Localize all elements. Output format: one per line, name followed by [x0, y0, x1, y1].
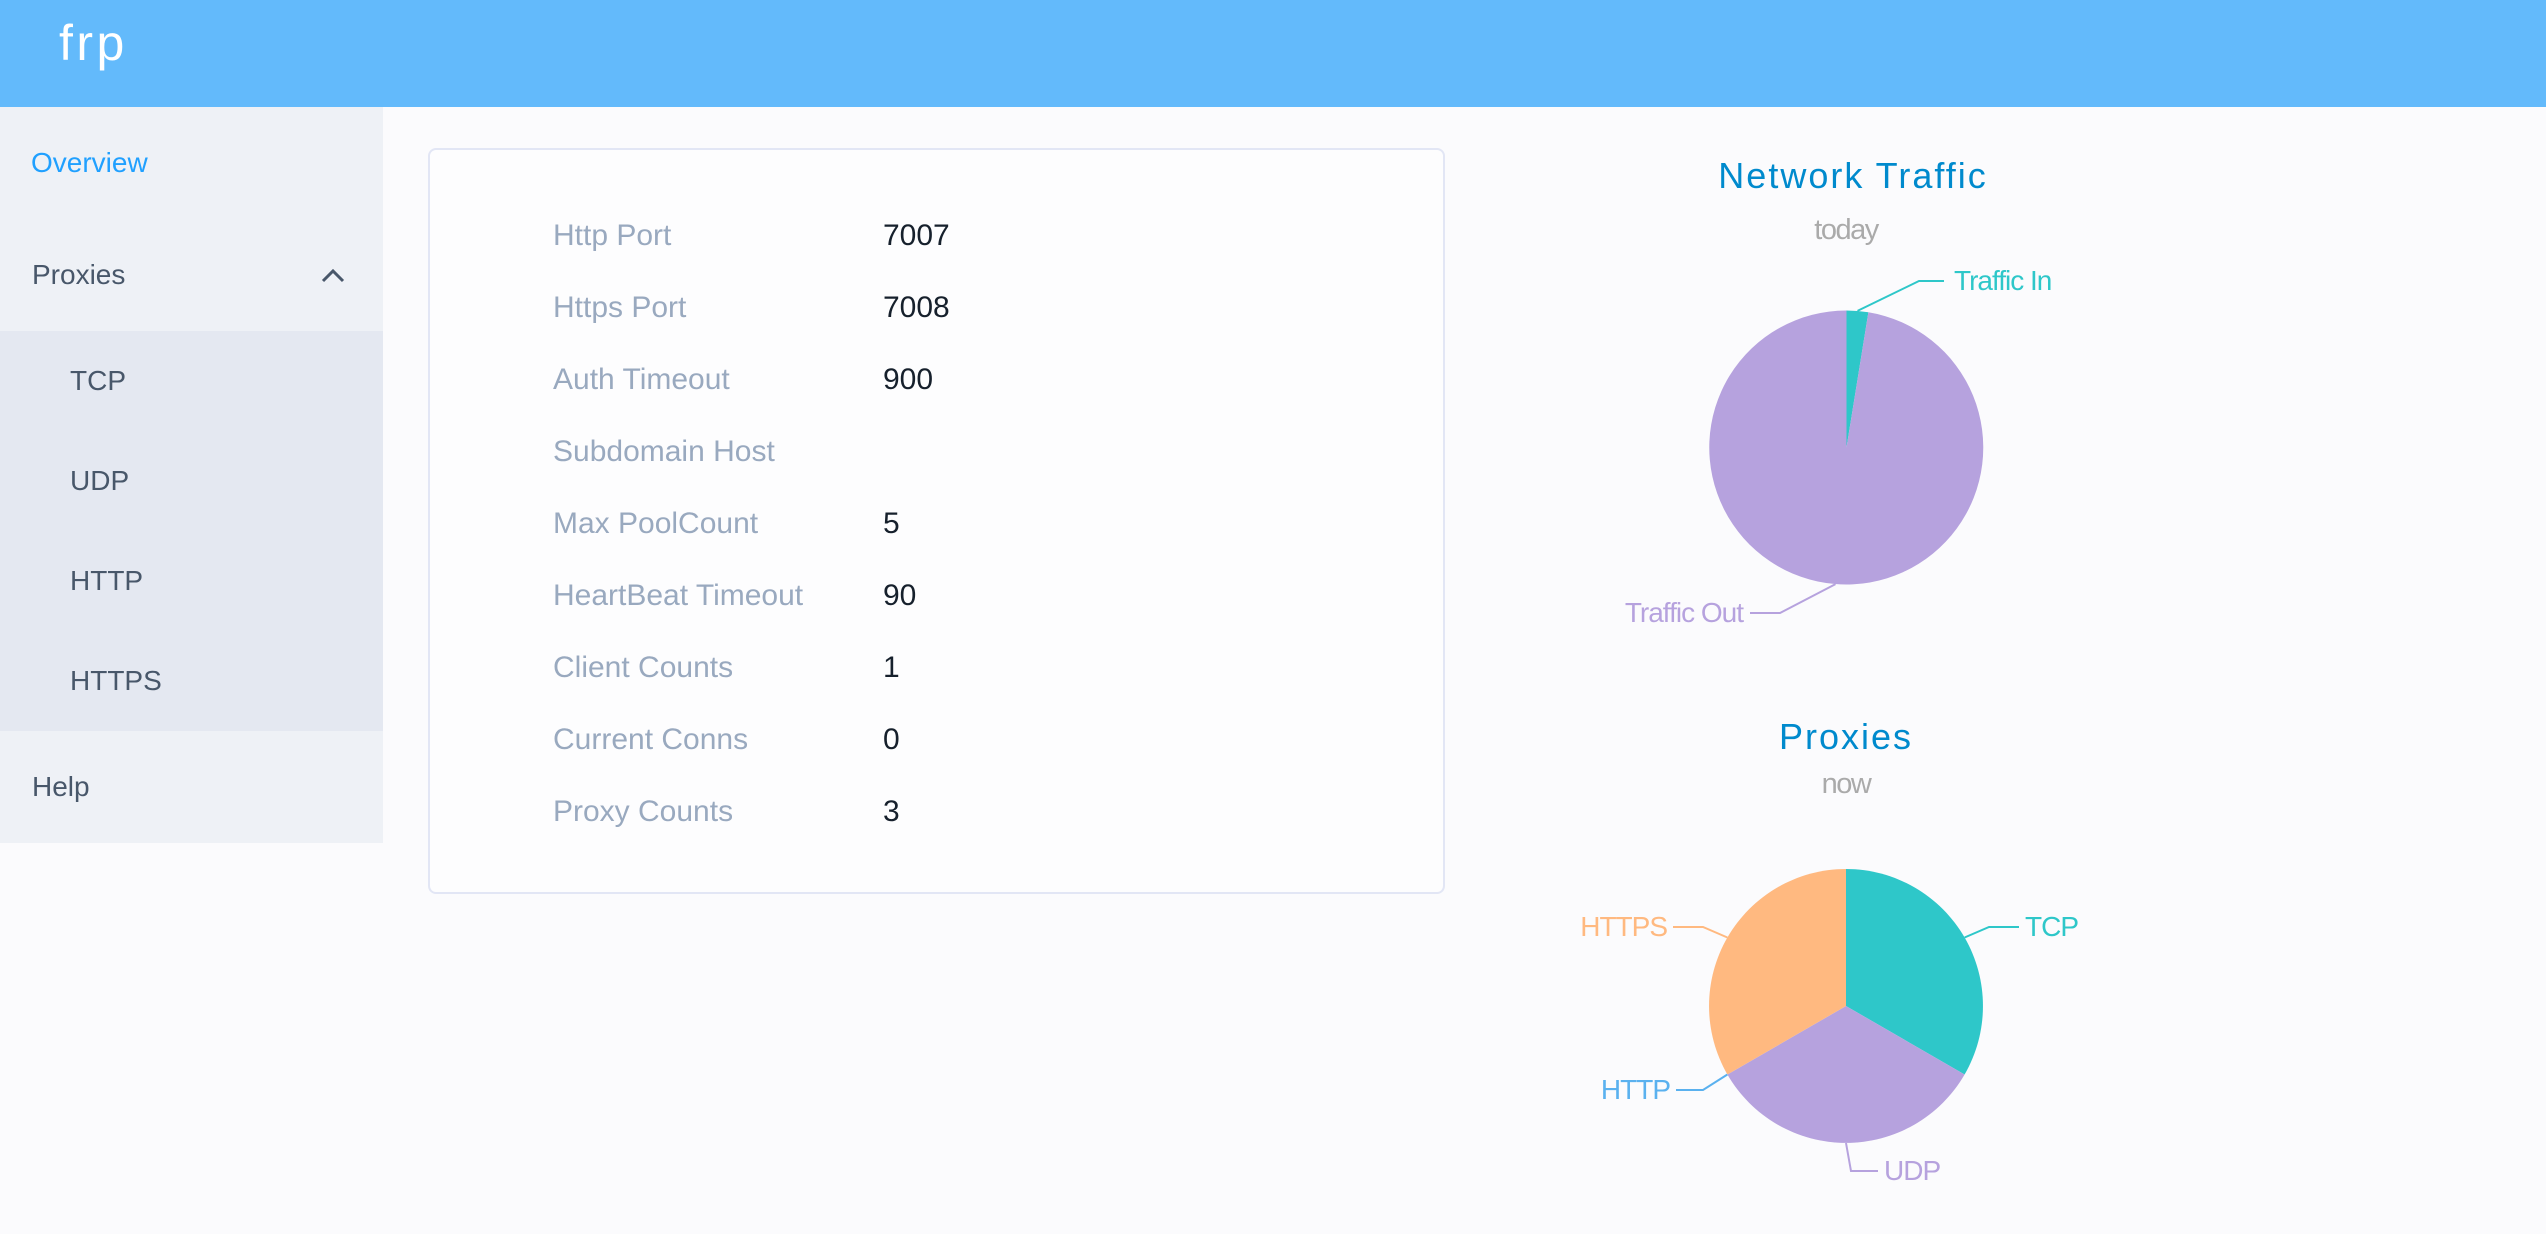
svg-text:HTTPS: HTTPS: [1580, 911, 1667, 942]
svg-text:Traffic In: Traffic In: [1954, 265, 2051, 296]
svg-text:Traffic Out: Traffic Out: [1625, 597, 1744, 628]
svg-text:UDP: UDP: [1884, 1155, 1940, 1186]
svg-text:TCP: TCP: [2025, 911, 2078, 942]
svg-text:HTTP: HTTP: [1601, 1074, 1670, 1105]
